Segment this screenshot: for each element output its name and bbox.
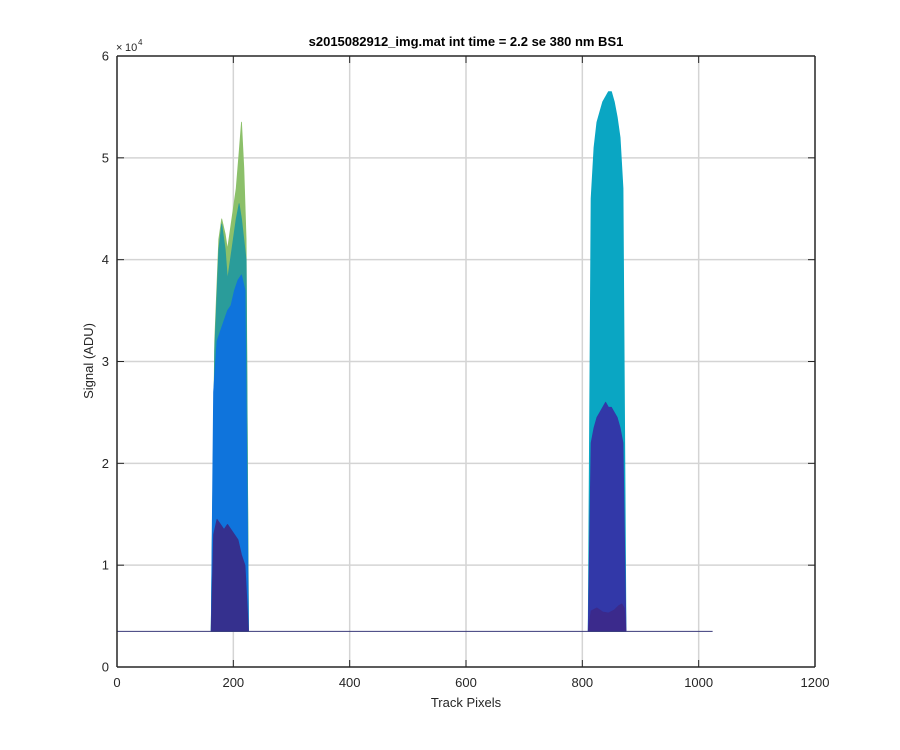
y-exponent-power: 4 <box>138 38 143 47</box>
x-tick-label: 0 <box>113 675 120 690</box>
x-tick-label: 200 <box>222 675 244 690</box>
y-exponent-base: 10 <box>125 42 137 54</box>
x-tick-label: 1000 <box>684 675 713 690</box>
y-tick-label: 4 <box>102 252 109 267</box>
y-exponent-times: × <box>116 42 122 54</box>
x-tick-label: 600 <box>455 675 477 690</box>
y-axis-label: Signal (ADU) <box>81 323 96 399</box>
x-axis-label: Track Pixels <box>431 695 502 710</box>
y-exponent-label: × 10 4 <box>116 38 143 54</box>
y-tick-label: 6 <box>102 49 109 64</box>
series-layer <box>117 91 713 632</box>
chart-title: s2015082912_img.mat int time = 2.2 se 38… <box>309 34 624 49</box>
x-tick-label: 800 <box>571 675 593 690</box>
x-tick-label: 400 <box>339 675 361 690</box>
y-tick-label: 3 <box>102 354 109 369</box>
series-area-6 <box>587 401 627 632</box>
x-tick-label: 1200 <box>801 675 830 690</box>
y-tick-label: 1 <box>102 558 109 573</box>
y-tick-label: 0 <box>102 660 109 675</box>
series-area-7 <box>587 603 627 632</box>
tick-layer: 0 200 400 600 800 1000 1200 0 1 2 3 4 5 6 <box>102 49 830 691</box>
y-tick-label: 2 <box>102 456 109 471</box>
series-area-4 <box>210 518 249 632</box>
y-tick-label: 5 <box>102 150 109 165</box>
